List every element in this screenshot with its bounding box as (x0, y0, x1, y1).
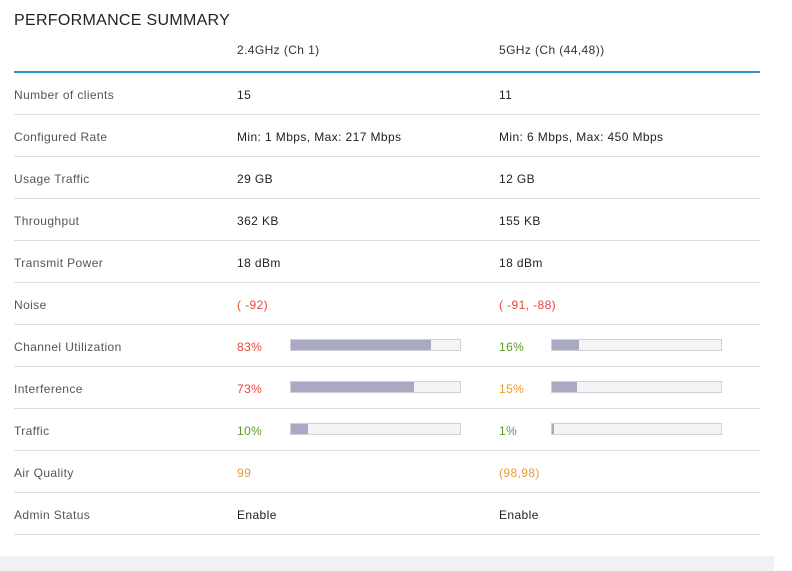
table-row: Transmit Power 18 dBm 18 dBm (14, 241, 760, 283)
table-row: Throughput 362 KB 155 KB (14, 199, 760, 241)
progress-fill (291, 382, 415, 392)
value-2-4ghz: 10% (237, 424, 263, 438)
value-5ghz: Enable (499, 508, 539, 522)
row-label: Air Quality (14, 466, 74, 480)
progress-bar-2-4ghz (290, 381, 461, 393)
row-label: Admin Status (14, 508, 91, 522)
value-2-4ghz: Enable (237, 508, 277, 522)
column-header-5ghz: 5GHz (Ch (44,48)) (499, 43, 605, 57)
value-5ghz: Min: 6 Mbps, Max: 450 Mbps (499, 130, 664, 144)
progress-fill (552, 340, 580, 350)
value-5ghz: (98,98) (499, 466, 540, 480)
row-label: Channel Utilization (14, 340, 122, 354)
summary-table: Number of clients 15 11 Configured Rate Min:… (14, 73, 760, 535)
value-5ghz: 12 GB (499, 172, 536, 186)
footer-background (0, 556, 774, 571)
value-5ghz: 18 dBm (499, 256, 543, 270)
table-row: Configured Rate Min: 1 Mbps, Max: 217 Mbp… (14, 115, 760, 157)
value-5ghz: 15% (499, 382, 525, 396)
progress-fill (552, 382, 578, 392)
progress-bar-5ghz (551, 339, 722, 351)
table-row: Noise ( -92) ( -91, -88) (14, 283, 760, 325)
table-row: Usage Traffic 29 GB 12 GB (14, 157, 760, 199)
table-row: Interference 73% 15% (14, 367, 760, 409)
progress-bar-5ghz (551, 381, 722, 393)
progress-bar-2-4ghz (290, 423, 461, 435)
table-row: Number of clients 15 11 (14, 73, 760, 115)
row-label: Interference (14, 382, 83, 396)
value-2-4ghz: 99 (237, 466, 252, 480)
row-label: Configured Rate (14, 130, 108, 144)
value-5ghz: 155 KB (499, 214, 541, 228)
table-row: Air Quality 99 (98,98) (14, 451, 760, 493)
value-2-4ghz: 362 KB (237, 214, 279, 228)
row-label: Transmit Power (14, 256, 104, 270)
table-row: Traffic 10% 1% (14, 409, 760, 451)
table-row: Admin Status Enable Enable (14, 493, 760, 535)
value-5ghz: 16% (499, 340, 525, 354)
value-5ghz: 11 (499, 88, 513, 102)
value-2-4ghz: Min: 1 Mbps, Max: 217 Mbps (237, 130, 402, 144)
page-title: PERFORMANCE SUMMARY (14, 12, 231, 29)
progress-fill (291, 424, 308, 434)
header-divider (14, 71, 760, 73)
performance-summary-panel: PERFORMANCE SUMMARY 2.4GHz (Ch 1) 5GHz (… (14, 12, 760, 535)
column-header-2-4ghz: 2.4GHz (Ch 1) (237, 43, 320, 57)
progress-fill (291, 340, 432, 350)
progress-bar-2-4ghz (290, 339, 461, 351)
value-2-4ghz: 29 GB (237, 172, 274, 186)
row-label: Number of clients (14, 88, 115, 102)
row-label: Usage Traffic (14, 172, 90, 186)
value-5ghz: ( -91, -88) (499, 298, 557, 312)
value-2-4ghz: 18 dBm (237, 256, 281, 270)
progress-bar-5ghz (551, 423, 722, 435)
progress-fill (552, 424, 554, 434)
row-label: Throughput (14, 214, 80, 228)
row-label: Traffic (14, 424, 50, 438)
value-5ghz: 1% (499, 424, 518, 438)
value-2-4ghz: ( -92) (237, 298, 269, 312)
row-label: Noise (14, 298, 47, 312)
value-2-4ghz: 15 (237, 88, 252, 102)
table-row: Channel Utilization 83% 16% (14, 325, 760, 367)
value-2-4ghz: 83% (237, 340, 263, 354)
value-2-4ghz: 73% (237, 382, 263, 396)
